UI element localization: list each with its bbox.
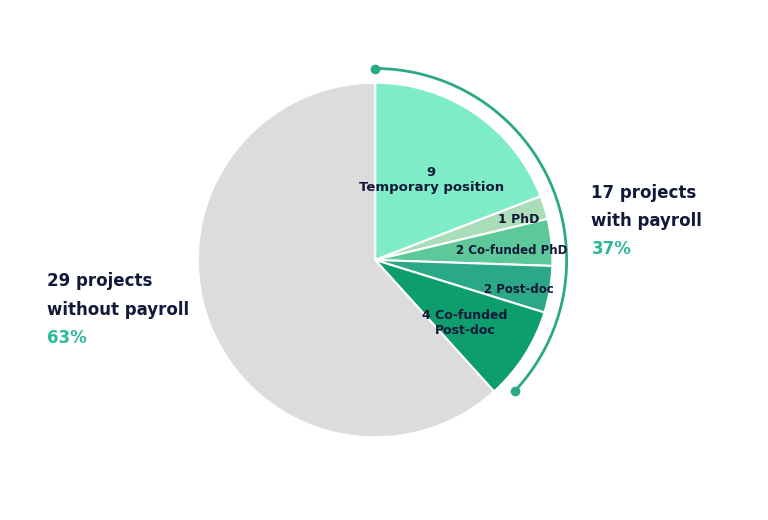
Text: 2 Co-funded PhD: 2 Co-funded PhD	[455, 244, 567, 257]
Wedge shape	[375, 83, 541, 260]
Wedge shape	[375, 260, 545, 392]
Text: 29 projects: 29 projects	[47, 272, 153, 290]
Text: 63%: 63%	[47, 329, 87, 347]
Text: 37%: 37%	[591, 240, 631, 258]
Wedge shape	[198, 83, 494, 437]
Text: without payroll: without payroll	[47, 301, 189, 319]
Wedge shape	[375, 219, 552, 266]
Text: with payroll: with payroll	[591, 212, 702, 230]
Text: 1 PhD: 1 PhD	[498, 213, 539, 226]
Wedge shape	[375, 196, 548, 260]
Text: 17 projects: 17 projects	[591, 184, 697, 202]
Wedge shape	[375, 260, 552, 313]
Text: 2 Post-doc: 2 Post-doc	[485, 283, 554, 296]
Text: 4 Co-funded
Post-doc: 4 Co-funded Post-doc	[422, 309, 508, 337]
Text: 9
Temporary position: 9 Temporary position	[359, 166, 504, 194]
